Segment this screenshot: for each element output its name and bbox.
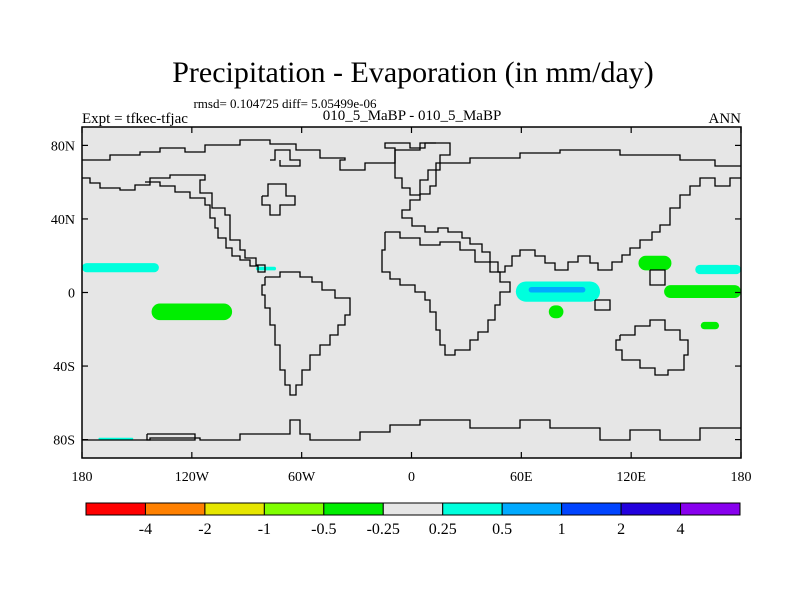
colorbar-label: -0.5	[311, 521, 336, 538]
colorbar: -4 -2 -1 -0.5 -0.25 0.25 0.5 1 2 4	[85, 502, 741, 538]
colorbar-box	[442, 502, 503, 516]
colorbar-label: 1	[558, 521, 566, 538]
experiment-label: Expt = tfkec-tfjac	[82, 111, 188, 127]
colorbar-label: 4	[677, 521, 685, 538]
colorbar-label: -4	[139, 521, 152, 538]
colorbar-label: -2	[198, 521, 211, 538]
y-tick-label: 80N	[51, 139, 75, 154]
season-label: ANN	[709, 111, 742, 127]
colorbar-box	[263, 502, 325, 516]
y-tick-label: 80S	[53, 434, 75, 449]
contour-regions	[82, 255, 741, 440]
stats-text: rmsd= 0.104725 diff= 5.05499e-06	[193, 96, 377, 111]
x-tick-label: 120E	[616, 470, 646, 485]
colorbar-label: -1	[258, 521, 271, 538]
colorbar-label: 2	[617, 521, 625, 538]
colorbar-box	[680, 502, 741, 516]
coastline-icon	[82, 139, 741, 441]
x-tick-label: 60W	[288, 470, 316, 485]
colorbar-box	[620, 502, 682, 516]
chart-title: Precipitation - Evaporation (in mm/day)	[172, 56, 654, 89]
colorbar-box	[382, 502, 444, 516]
y-axis: 80N 40N 0 40S 80S	[51, 139, 741, 449]
contour-region	[638, 255, 672, 271]
x-tick-label: 120W	[175, 470, 210, 485]
colorbar-label: 0.5	[492, 521, 512, 538]
colorbar-box	[501, 502, 563, 516]
x-axis: 180 120W 60W 0 60E 120E 180	[72, 127, 752, 485]
colorbar-label: 0.25	[429, 521, 457, 538]
y-tick-label: 40N	[51, 213, 75, 228]
contour-region	[82, 263, 159, 273]
colorbar-box	[561, 502, 622, 516]
contour-region	[255, 266, 277, 271]
colorbar-box	[144, 502, 206, 516]
colorbar-box	[85, 502, 146, 516]
x-tick-label: 180	[72, 470, 93, 485]
x-tick-label: 180	[731, 470, 752, 485]
case-label: 010_5_MaBP - 010_5_MaBP	[323, 108, 502, 124]
map-background	[82, 127, 741, 458]
contour-region	[548, 305, 564, 319]
colorbar-label: -0.25	[367, 521, 400, 538]
contour-region	[664, 285, 741, 299]
contour-region	[98, 437, 134, 440]
y-tick-label: 40S	[53, 360, 75, 375]
colorbar-box	[323, 502, 384, 516]
contour-region	[700, 321, 720, 330]
x-tick-label: 0	[408, 470, 415, 485]
y-tick-label: 0	[68, 287, 75, 302]
contour-region	[695, 264, 741, 275]
contour-region	[151, 303, 233, 321]
contour-region	[528, 286, 586, 293]
x-tick-label: 60E	[510, 470, 533, 485]
colorbar-box	[204, 502, 265, 516]
